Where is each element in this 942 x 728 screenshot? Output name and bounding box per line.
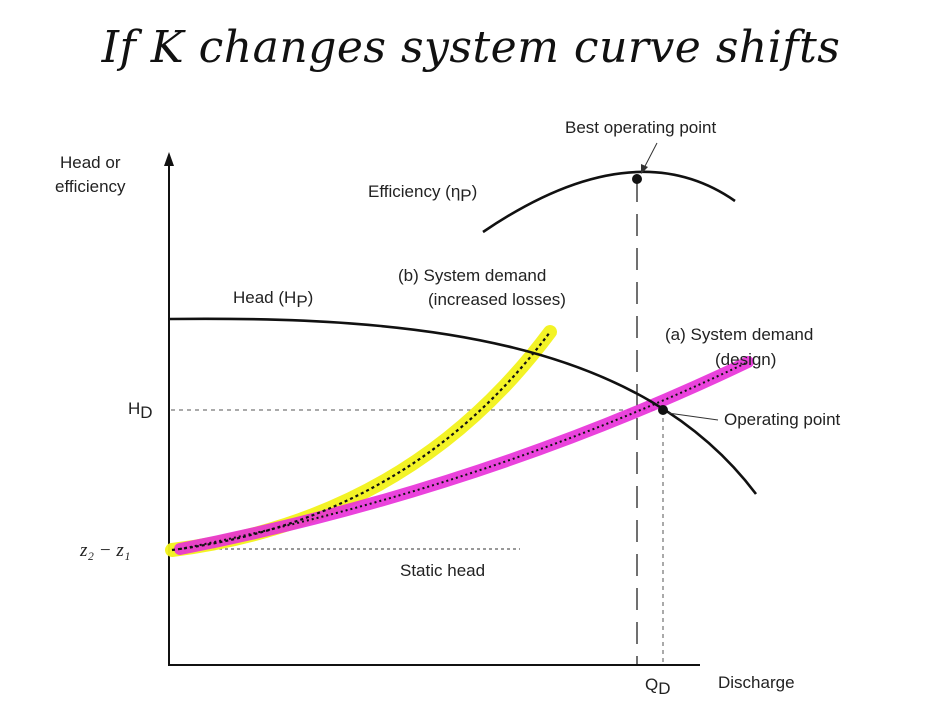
system-b-label-line2: (increased losses)	[428, 290, 566, 309]
efficiency-label: Efficiency (ηP)	[368, 182, 477, 205]
operating-point-leader	[667, 412, 719, 421]
static-tick-label: z₂ − z₁	[79, 540, 130, 561]
head-curve-label-text: Head (	[233, 288, 284, 307]
qd-symbol: Q	[645, 675, 658, 694]
efficiency-label-text: Efficiency (	[368, 182, 451, 201]
y-axis-label-line1: Head or	[60, 153, 121, 172]
head-curve-label-end: )	[308, 288, 314, 307]
head-curve-symbol-sub: P	[296, 292, 307, 311]
y-axis-arrow	[164, 152, 174, 166]
operating-point-marker	[658, 405, 668, 415]
system-curve-a-highlight	[174, 356, 754, 555]
qd-tick-label: QD	[645, 675, 671, 698]
system-curve-b	[171, 331, 551, 552]
x-axis-label: Discharge	[718, 673, 795, 692]
best-operating-point-marker	[632, 174, 642, 184]
system-a-label-line2: (design)	[715, 350, 776, 369]
hd-sub: D	[140, 403, 152, 422]
best-point-arrow-head	[641, 164, 648, 174]
best-point-arrow	[642, 142, 658, 171]
system-curve-a	[179, 361, 749, 550]
efficiency-symbol: η	[451, 182, 460, 201]
hd-tick-label: HD	[128, 399, 153, 422]
efficiency-symbol-sub: P	[460, 186, 471, 205]
efficiency-label-end: )	[472, 182, 478, 201]
efficiency-curve	[482, 170, 736, 234]
y-axis-label-line2: efficiency	[55, 177, 126, 196]
hd-symbol: H	[128, 399, 140, 418]
system-b-label-line1: (b) System demand	[398, 266, 546, 285]
head-curve	[168, 317, 758, 495]
operating-point-label: Operating point	[724, 410, 841, 429]
best-operating-point-label: Best operating point	[565, 118, 716, 137]
system-a-label-line1: (a) System demand	[665, 325, 813, 344]
system-curve-b-highlight	[165, 325, 557, 557]
head-curve-symbol: H	[284, 288, 296, 307]
slide-title: If K changes system curve shifts	[101, 22, 841, 73]
head-curve-label: Head (HP)	[233, 288, 313, 311]
static-head-label: Static head	[400, 561, 485, 580]
qd-sub: D	[658, 679, 670, 698]
